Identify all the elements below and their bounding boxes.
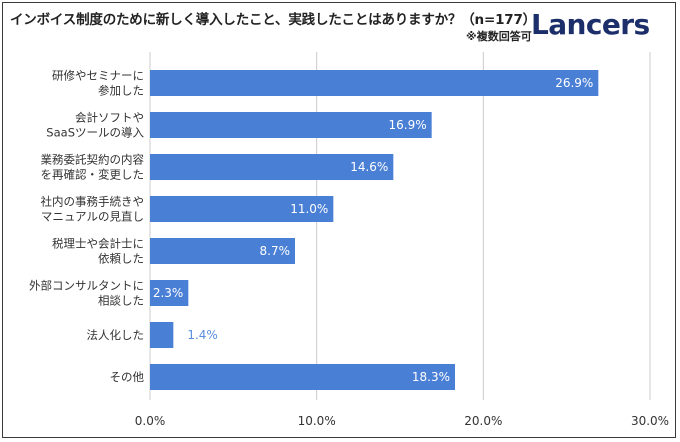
bar-value-label: 11.0% xyxy=(290,202,328,216)
bar-value-label: 8.7% xyxy=(260,244,291,258)
category-label: 外部コンサルタントに xyxy=(29,279,144,293)
bar xyxy=(150,154,394,180)
category-label: 参加した xyxy=(98,84,144,98)
bar xyxy=(150,238,295,264)
bar-value-label: 14.6% xyxy=(350,160,388,174)
bar-value-label: 16.9% xyxy=(389,118,427,132)
category-label: 依頼した xyxy=(98,252,144,266)
category-label: 業務委託契約の内容 xyxy=(41,153,145,167)
bar xyxy=(150,280,189,306)
bar-value-label: 18.3% xyxy=(412,370,450,384)
bar xyxy=(150,322,174,348)
category-label: 会計ソフトや xyxy=(75,111,144,125)
category-label: 社内の事務手続きや xyxy=(41,195,145,209)
category-label: 研修やセミナーに xyxy=(52,69,144,83)
x-tick-label: 10.0% xyxy=(298,414,336,428)
x-tick-label: 20.0% xyxy=(464,414,502,428)
category-label: SaaSツールの導入 xyxy=(46,126,144,140)
bar-value-label: 2.3% xyxy=(153,286,184,300)
category-label: その他 xyxy=(110,370,145,384)
category-label: 税理士や会計士に xyxy=(52,237,144,251)
category-label: を再確認・変更した xyxy=(41,168,145,182)
category-label: 法人化した xyxy=(87,328,145,342)
x-tick-label: 30.0% xyxy=(631,414,669,428)
category-label: マニュアルの見直し xyxy=(41,210,144,224)
bar xyxy=(150,70,599,96)
bar xyxy=(150,112,432,138)
lancers-logo: Lancers xyxy=(531,8,650,41)
bar-value-label: 1.4% xyxy=(187,328,218,342)
bar-value-label: 26.9% xyxy=(555,76,593,90)
bar xyxy=(150,364,455,390)
x-tick-label: 0.0% xyxy=(135,414,166,428)
bar xyxy=(150,196,334,222)
multiple-answers-note: ※複数回答可 xyxy=(466,30,532,43)
category-label: 相談した xyxy=(98,294,144,308)
chart-title: インボイス制度のために新しく導入したこと、実践したことはありますか？（n=177… xyxy=(10,12,536,28)
